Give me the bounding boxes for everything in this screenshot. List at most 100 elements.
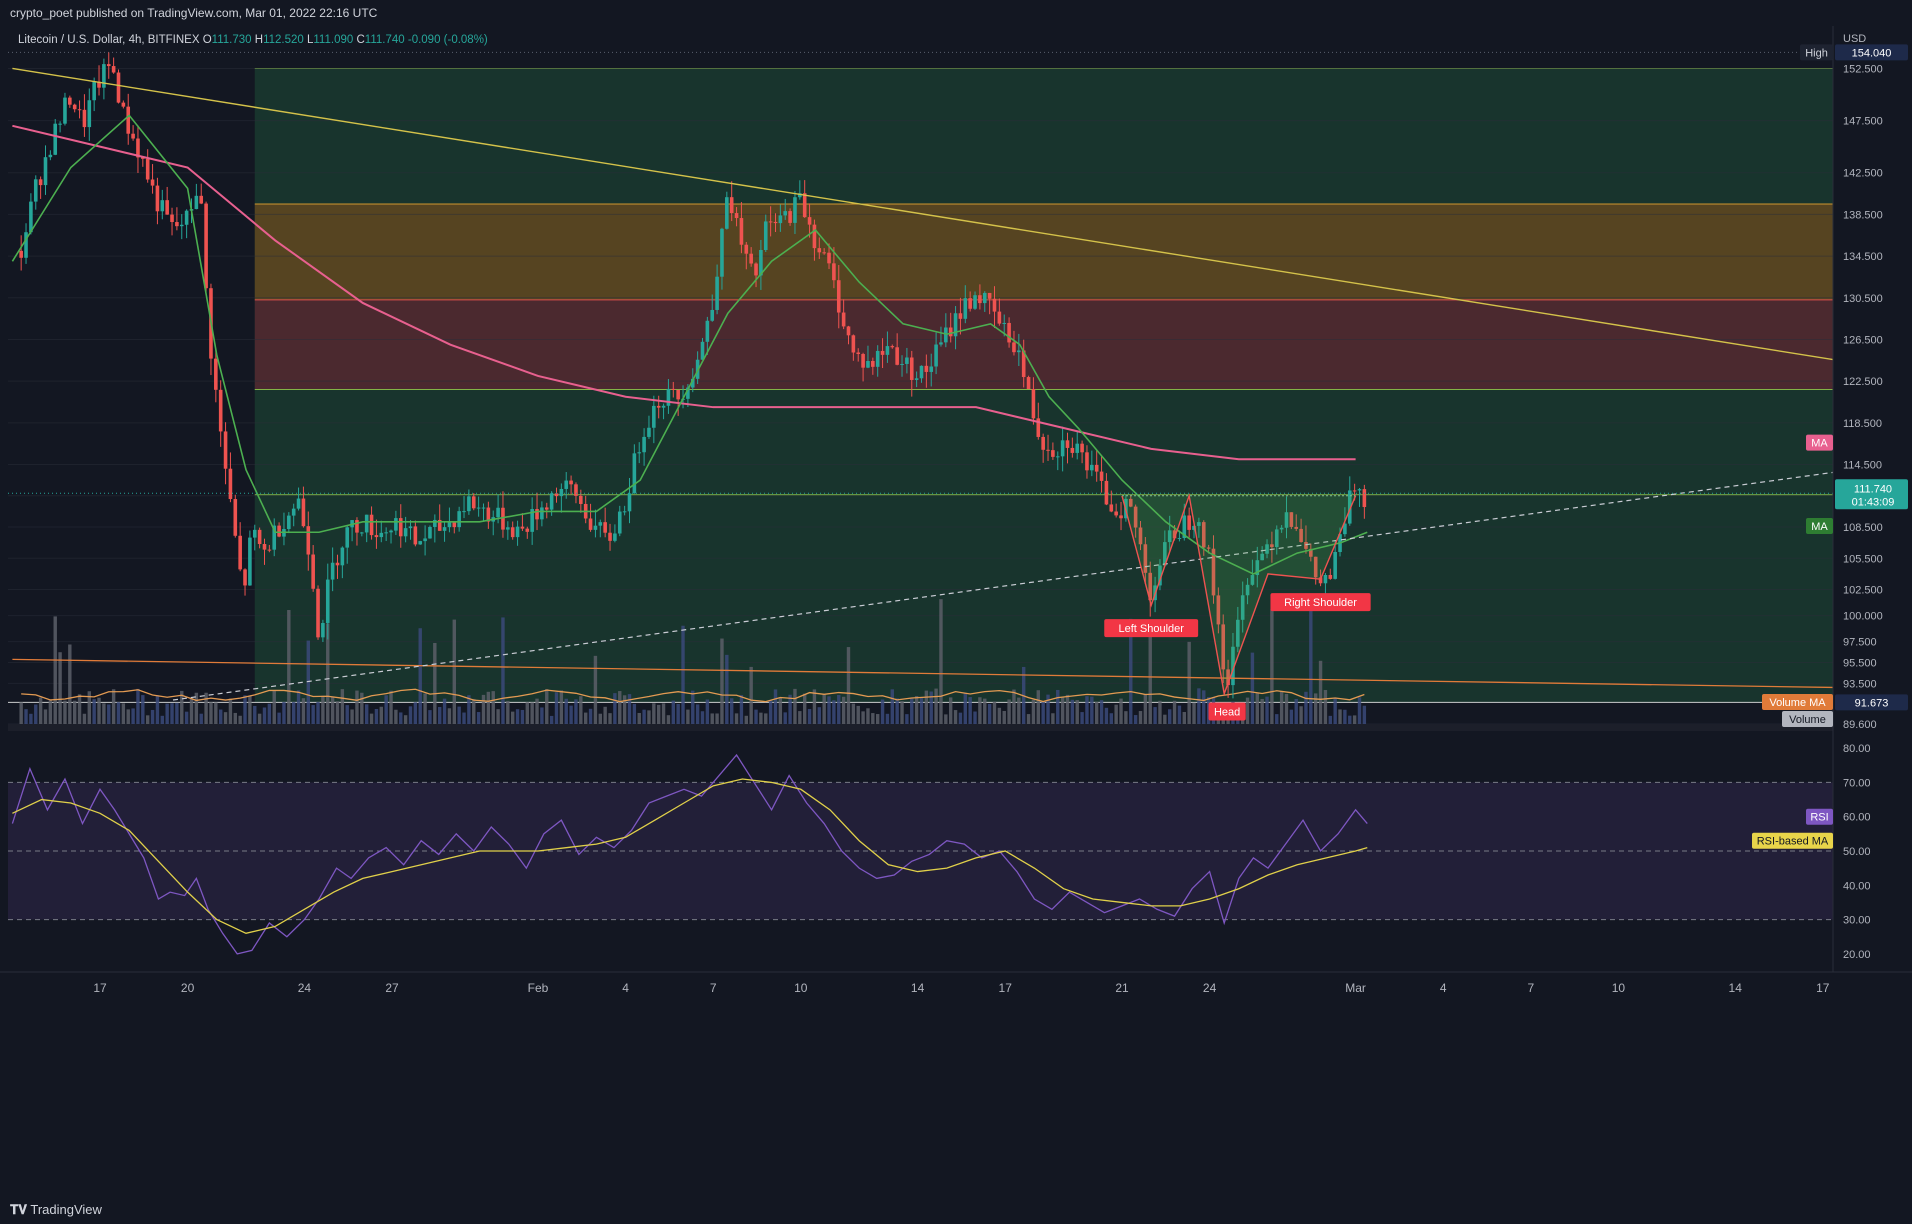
volume-bar xyxy=(739,695,744,724)
candle-body xyxy=(476,507,481,509)
candle-body xyxy=(1284,512,1289,528)
candle-body xyxy=(72,104,77,110)
price-tick-label-5: 130.500 xyxy=(1843,293,1883,305)
volume-bar xyxy=(525,702,529,724)
volume-bar xyxy=(939,599,943,724)
volume-bar xyxy=(316,701,320,724)
volume-bar xyxy=(827,696,831,724)
symbol-legend: Litecoin / U.S. Dollar, 4h, BITFINEX O11… xyxy=(18,34,488,46)
volume-bar xyxy=(102,703,106,724)
volume-bar xyxy=(218,709,223,724)
candle-body xyxy=(53,123,58,155)
volume-ma-label-box xyxy=(1762,694,1833,710)
price-chart-svg[interactable]: Left Shoulder Head Right Shoulder USD 152.50… xyxy=(0,26,1912,1196)
brand-name[interactable]: TradingView xyxy=(30,1202,102,1217)
candle-body xyxy=(656,405,661,408)
candle-body xyxy=(1075,443,1080,453)
candle-body xyxy=(194,195,199,210)
volume-label: Volume xyxy=(1789,714,1826,726)
volume-bar xyxy=(1197,688,1201,724)
volume-bar xyxy=(695,704,700,724)
volume-bar xyxy=(1289,709,1294,724)
volume-bar xyxy=(817,707,821,724)
volume-bar xyxy=(647,710,651,724)
low-value: 91.673 xyxy=(1855,697,1889,709)
volume-bar xyxy=(1245,697,1250,724)
candle-body xyxy=(1065,440,1070,448)
candle-body xyxy=(569,480,573,485)
candle-body xyxy=(1245,584,1250,596)
candle-body xyxy=(1201,522,1206,548)
candle-body xyxy=(515,526,520,538)
candle-body xyxy=(379,532,384,538)
volume-bar xyxy=(1143,693,1148,724)
volume-bar xyxy=(1090,696,1094,724)
volume-bar xyxy=(345,705,349,724)
support-line xyxy=(12,658,1833,689)
volume-bar xyxy=(238,715,242,724)
change-value: -0.090 (-0.08%) xyxy=(407,34,488,46)
volume-bar xyxy=(481,694,486,724)
volume-bar xyxy=(433,642,437,724)
low-value: 111.090 xyxy=(313,34,354,46)
zone-green-3 xyxy=(254,389,1833,703)
volume-bar xyxy=(209,702,213,724)
volume-bar xyxy=(968,697,972,724)
volume-bar xyxy=(58,652,62,724)
volume-bar xyxy=(754,709,758,724)
volume-bar xyxy=(243,695,247,724)
volume-bar xyxy=(457,706,461,724)
volume-bar xyxy=(506,700,510,724)
volume-bar xyxy=(681,625,685,724)
price-tick-label-16: 95.500 xyxy=(1843,658,1877,670)
volume-bar xyxy=(1124,711,1128,724)
candle-body xyxy=(442,527,447,531)
candle-body xyxy=(1002,322,1007,324)
volume-bar xyxy=(788,694,792,724)
volume-bar xyxy=(335,701,340,724)
publish-line: crypto_poet published on TradingView.com… xyxy=(10,6,378,20)
time-tick-label-0: 17 xyxy=(93,981,107,995)
volume-bar xyxy=(350,709,354,724)
candle-body xyxy=(1304,542,1308,549)
time-tick-label-8: 14 xyxy=(911,981,925,995)
candle-body xyxy=(452,522,457,528)
candle-body xyxy=(510,527,515,538)
symbol-title: Litecoin / U.S. Dollar, 4h, BITFINEX xyxy=(18,34,200,46)
volume-ma-label: Volume MA xyxy=(1769,697,1826,709)
close-label: C xyxy=(356,34,365,46)
candle-body xyxy=(1177,538,1182,540)
candle-body xyxy=(1128,498,1133,507)
candle-body xyxy=(710,309,715,321)
candle-body xyxy=(720,228,724,277)
volume-bar xyxy=(691,690,695,724)
volume-bar xyxy=(204,692,208,724)
volume-bar xyxy=(1056,689,1060,724)
candle-body xyxy=(725,197,729,229)
candle-body xyxy=(325,579,330,623)
candle-body xyxy=(1158,565,1162,586)
rsi-tick-label-6: 20.00 xyxy=(1843,949,1871,961)
candle-body xyxy=(924,365,929,372)
candle-body xyxy=(1080,443,1084,453)
ma20-label: MA xyxy=(1811,521,1828,533)
candle-body xyxy=(1240,595,1245,620)
volume-bar xyxy=(1202,690,1206,724)
candle-body xyxy=(652,405,656,428)
volume-bar xyxy=(1148,622,1152,724)
candle-body xyxy=(111,66,116,73)
volume-bar xyxy=(399,712,403,724)
volume-bar xyxy=(447,708,452,724)
candle-body xyxy=(588,518,593,530)
candle-body xyxy=(116,72,121,103)
volume-bar xyxy=(749,666,753,724)
chart-area[interactable]: Left Shoulder Head Right Shoulder USD 152.50… xyxy=(0,26,1912,1196)
volume-bar xyxy=(1279,691,1284,724)
volume-bar xyxy=(121,703,126,724)
volume-bar xyxy=(496,709,500,724)
candle-body xyxy=(788,211,792,223)
volume-bar xyxy=(413,702,418,724)
volume-bar xyxy=(150,709,155,724)
volume-bar xyxy=(287,610,291,724)
candle-body xyxy=(1192,525,1196,530)
